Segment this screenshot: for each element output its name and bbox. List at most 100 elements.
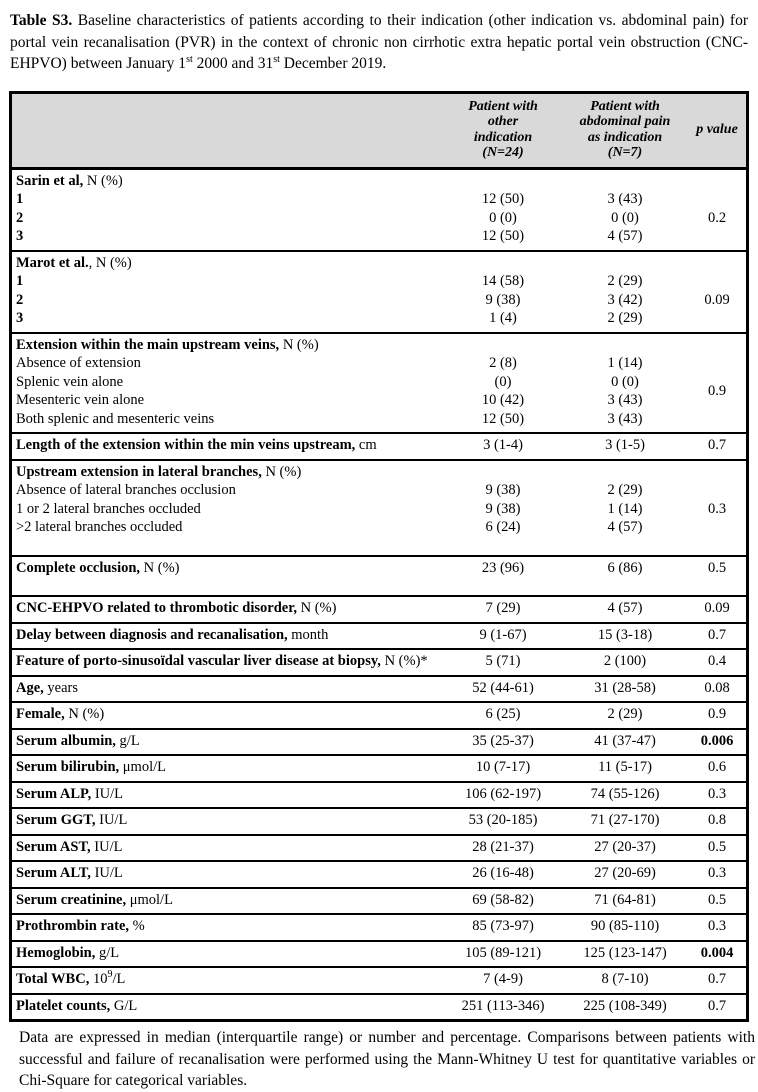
table-row-group: Serum ALP, IU/L 106 (62-197) 74 (55-126) 0.… xyxy=(12,780,746,808)
text-segment: N (%) xyxy=(261,463,302,480)
header-line: indication xyxy=(473,129,533,145)
text-segment: N (%)* xyxy=(380,653,428,669)
text-segment: Platelet counts, xyxy=(16,997,111,1014)
table-row-group: Upstream extension in lateral branches, … xyxy=(12,458,746,555)
row-label: Upstream extension in lateral branches, … xyxy=(12,463,688,482)
value-cell-other-indication: 3 (1-4) xyxy=(483,437,523,453)
value-cell-abdominal-pain: 0 (0) xyxy=(611,209,639,226)
text-segment: Feature of porto-sinusoïdal vascular liv… xyxy=(16,653,381,669)
value-cell-abdominal-pain: 4 (57) xyxy=(607,600,643,616)
value-cell-other-indication: 0 (0) xyxy=(489,209,517,226)
text-segment: Baseline characteristics of patients acc… xyxy=(10,12,749,72)
header-line: as indication xyxy=(587,129,663,145)
text-segment: years xyxy=(43,679,79,696)
sub-row-label: Mesenteric vein alone xyxy=(16,392,145,408)
text-segment: CNC-EHPVO related to thrombotic disorder… xyxy=(16,600,297,616)
value-cell-abdominal-pain: 3 (43) xyxy=(607,191,643,207)
table-body: Sarin et al, N (%) 0.2 1 12 (50) 3 (43) 2 0 (0… xyxy=(12,170,746,1020)
value-cell-abdominal-pain: 90 (85-110) xyxy=(590,918,660,934)
value-cell-other-indication: 1 (4) xyxy=(489,310,517,326)
text-segment: N (%) xyxy=(296,600,337,616)
table-row-group: CNC-EHPVO related to thrombotic disorder… xyxy=(12,595,746,622)
table-caption: Table S3. Baseline characteristics of pa… xyxy=(10,10,748,75)
text-segment: N (%) xyxy=(83,172,123,189)
row-label: Complete occlusion, N (%) xyxy=(12,559,444,578)
header-line: Patient with xyxy=(590,98,660,114)
text-segment: Serum creatinine, xyxy=(16,891,127,908)
sub-row-label: Absence of extension xyxy=(16,355,141,371)
header-col-other-indication: Patient with other indication (N=24) xyxy=(444,99,562,161)
header-line: (N=24) xyxy=(482,145,524,160)
value-cell-abdominal-pain: 74 (55-126) xyxy=(590,785,660,802)
table-row-group: Delay between diagnosis and recanalisati… xyxy=(12,621,746,649)
p-value-cell: 0.8 xyxy=(707,812,727,828)
row-label: Serum ALT, IU/L xyxy=(12,864,444,883)
value-cell-other-indication: 9 (38) xyxy=(485,500,521,517)
text-segment: g/L xyxy=(115,732,140,749)
value-cell-abdominal-pain: 2 (100) xyxy=(603,653,647,669)
text-segment: IU/L xyxy=(90,838,123,855)
row-label: Platelet counts, G/L xyxy=(12,997,444,1016)
p-value-cell: 0.7 xyxy=(707,997,727,1014)
table-row-group: Age, years 52 (44-61) 31 (28-58) 0.08 xyxy=(12,674,746,702)
value-cell-abdominal-pain: 2 (29) xyxy=(607,706,643,722)
table-row-group: Total WBC, 109/L 7 (4-9) 8 (7-10) 0.7 xyxy=(12,966,746,993)
header-line: abdominal pain xyxy=(579,114,671,129)
text-segment: Serum ALT, xyxy=(16,865,91,881)
value-cell-abdominal-pain: 71 (27-170) xyxy=(590,812,660,828)
p-value-cell: 0.5 xyxy=(707,891,727,908)
row-label: Serum creatinine, μmol/L xyxy=(12,891,444,910)
p-value-cell: 0.7 xyxy=(707,971,727,987)
row-label: Marot et al., N (%) xyxy=(12,254,688,273)
sub-row-label: 3 xyxy=(16,228,24,244)
table-row-group: Serum GGT, IU/L 53 (20-185) 71 (27-170) 0.8 xyxy=(12,807,746,834)
sub-row-label: 1 xyxy=(16,273,24,289)
table-row-group: Feature of porto-sinusoïdal vascular liv… xyxy=(12,648,746,675)
p-value-cell: 0.09 xyxy=(704,600,730,616)
row-label: Extension within the main upstream veins… xyxy=(12,336,688,355)
header-col-abdominal-pain: Patient with abdominal pain as indication(… xyxy=(562,99,688,161)
text-segment: Serum GGT, xyxy=(16,812,96,828)
value-cell-abdominal-pain: 3 (1-5) xyxy=(605,437,645,453)
value-cell-abdominal-pain: 4 (57) xyxy=(607,228,643,244)
value-cell-abdominal-pain: 2 (29) xyxy=(607,482,643,498)
value-cell-other-indication: 106 (62-197) xyxy=(464,785,542,802)
text-segment: % xyxy=(129,918,145,934)
table-row-group: Serum albumin, g/L 35 (25-37) 41 (37-47) 0.… xyxy=(12,727,746,755)
sub-row-label: 2 xyxy=(16,291,24,308)
sub-row-label: Absence of lateral branches occlusion xyxy=(16,482,236,498)
text-segment: , N (%) xyxy=(88,254,132,271)
value-cell-abdominal-pain: 0 (0) xyxy=(611,373,639,390)
text-segment: μmol/L xyxy=(119,759,166,775)
value-cell-other-indication: 9 (38) xyxy=(485,482,521,498)
table-row-group: Serum creatinine, μmol/L 69 (58-82) 71 (64… xyxy=(12,886,746,914)
text-segment: /L xyxy=(112,971,126,987)
text-segment: December 2019. xyxy=(279,55,387,72)
value-cell-other-indication: 7 (4-9) xyxy=(483,971,523,987)
row-label: Serum AST, IU/L xyxy=(12,838,444,857)
sub-row-label: >2 lateral branches occluded xyxy=(16,519,183,535)
row-label: Serum ALP, IU/L xyxy=(12,785,444,804)
row-label: Serum GGT, IU/L xyxy=(12,811,444,830)
value-cell-abdominal-pain: 1 (14) xyxy=(607,355,643,371)
value-cell-abdominal-pain: 31 (28-58) xyxy=(594,679,656,696)
text-segment: st xyxy=(186,53,193,65)
value-cell-other-indication: 52 (44-61) xyxy=(472,679,534,696)
text-segment: μmol/L xyxy=(126,891,173,908)
row-label: Prothrombin rate, % xyxy=(12,917,444,936)
value-cell-abdominal-pain: 6 (86) xyxy=(607,559,643,576)
header-col-p-value: p value xyxy=(696,121,738,137)
text-segment: Serum AST, xyxy=(16,838,91,855)
sub-row-label: 1 or 2 lateral branches occluded xyxy=(16,500,201,517)
text-segment: 10 xyxy=(89,971,108,987)
row-label: Delay between diagnosis and recanalisati… xyxy=(12,626,444,645)
value-cell-abdominal-pain: 11 (5-17) xyxy=(598,759,652,775)
row-label: Serum albumin, g/L xyxy=(12,732,444,751)
table-footnote: Data are expressed in median (interquart… xyxy=(19,1029,755,1089)
row-label: Serum bilirubin, μmol/L xyxy=(12,758,444,777)
text-segment: Table S3. xyxy=(10,12,73,29)
table-header-row: Patient with other indication (N=24) Patien… xyxy=(12,93,746,170)
value-cell-other-indication: 6 (25) xyxy=(485,706,521,722)
text-segment: N (%) xyxy=(279,336,319,353)
text-segment: Complete occlusion, xyxy=(16,559,141,576)
